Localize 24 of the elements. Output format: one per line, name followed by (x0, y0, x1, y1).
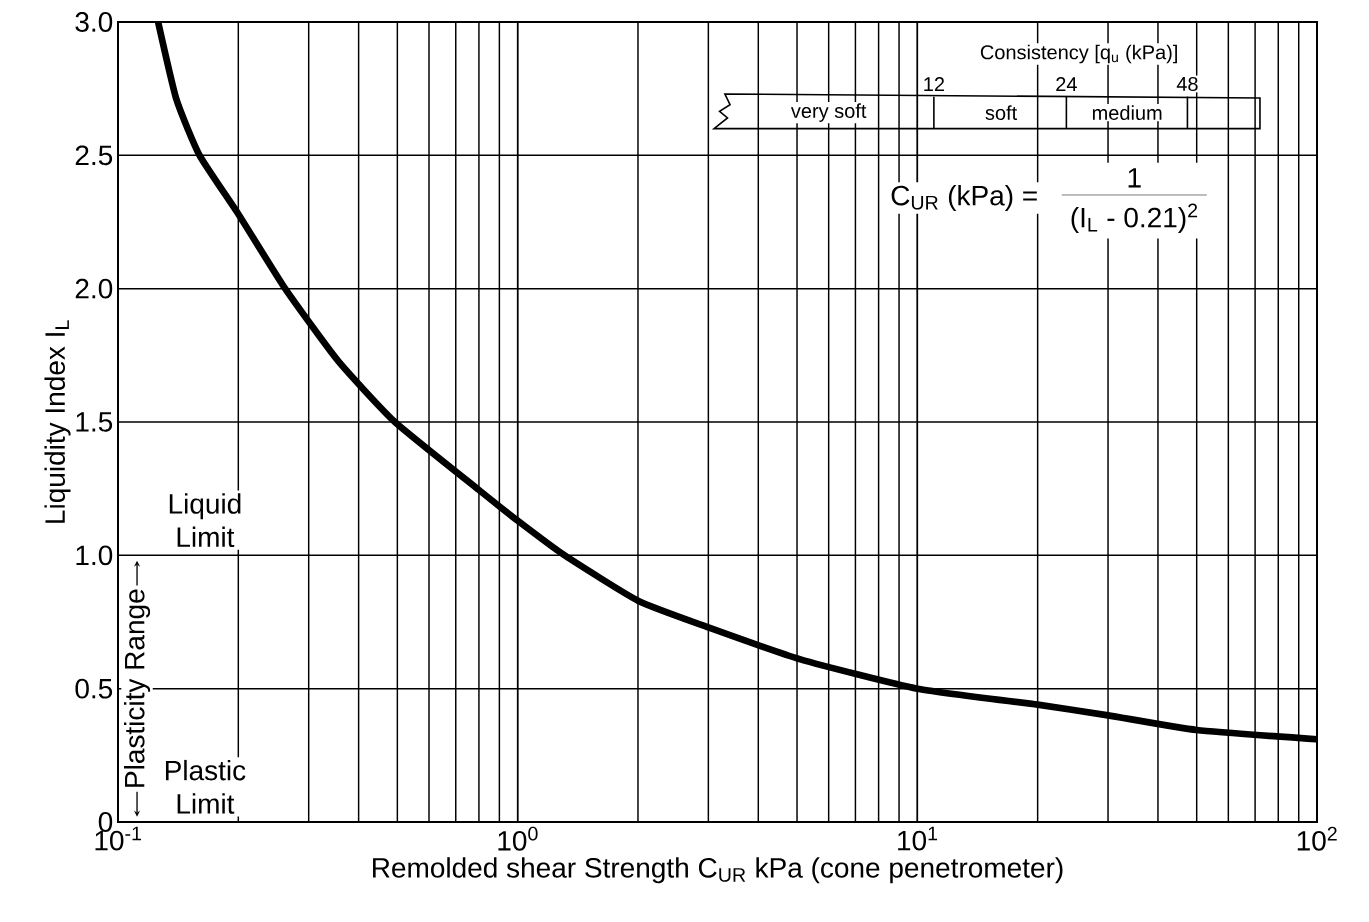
y-tick-label: 3.0 (75, 12, 113, 32)
annotation: Liquid Limit (169, 493, 241, 548)
annotation: 48 (1176, 76, 1198, 92)
y-tick-label: 2.0 (75, 278, 113, 299)
annotation: 12 (924, 77, 944, 92)
x-tick-label: 10$^{2}$ (1297, 826, 1337, 851)
annotation: soft (985, 105, 1018, 120)
annotation: C$_{UR}$ (kPa) = (891, 184, 1037, 212)
x-tick-label: 10$^{0}$ (498, 826, 538, 851)
y-tick-label: 1.5 (76, 412, 113, 432)
annotation: (I$_{L}$ - 0.21)$^{2}$ (1071, 203, 1198, 234)
y-tick-label: 1.0 (76, 545, 113, 566)
annotation: medium (1092, 105, 1162, 120)
x-tick-label: 10$^{1}$ (898, 826, 938, 851)
y-tick-label: 2.5 (75, 145, 113, 166)
annotation: 24 (1056, 77, 1077, 92)
annotation: Consistency [q$_{u}$ (kPa)] (980, 44, 1177, 64)
annotation: Plasticity Range (124, 589, 151, 787)
y-axis-title: Liquidity Index I$_{L}$ (44, 320, 71, 523)
annotation: Plastic Limit (165, 759, 246, 814)
annotation: very soft (790, 103, 867, 122)
annotation: 1 (1128, 168, 1141, 188)
y-tick-label: 0.5 (75, 678, 113, 699)
x-axis-title: Remolded shear Strength C$_{UR}$ kPa (cone penetrometer) (373, 857, 1063, 884)
